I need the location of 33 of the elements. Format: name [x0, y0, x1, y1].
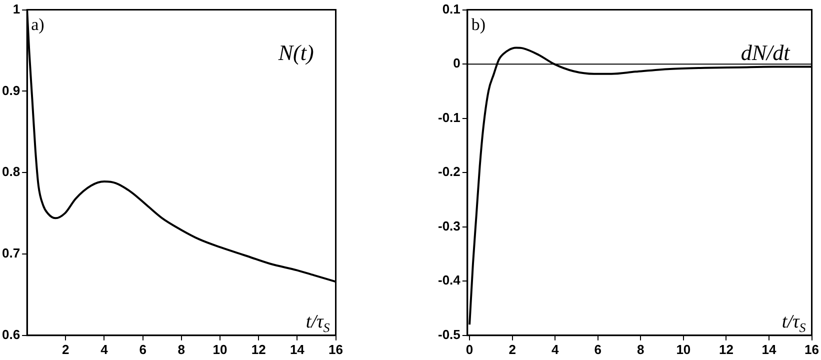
- x-tick-label: 16: [328, 342, 344, 357]
- y-tick-label: 0.7: [2, 246, 20, 261]
- y-tick-label: 0.1: [442, 1, 460, 16]
- y-tick-label: -0.1: [438, 110, 460, 125]
- y-tick-label: -0.3: [438, 218, 460, 234]
- y-tick-label: -0.5: [438, 326, 460, 342]
- x-tick-label: 2: [508, 342, 516, 357]
- x-tick-label: 12: [251, 342, 266, 357]
- y-tick-label: 0: [453, 56, 460, 71]
- x-tick-label: 8: [637, 342, 644, 357]
- x-tick-label: 10: [676, 342, 691, 357]
- x-tick-label: 16: [804, 342, 820, 357]
- annotation: a): [31, 14, 44, 34]
- y-tick-label: -0.2: [438, 164, 460, 180]
- x-tick-label: 0: [466, 342, 474, 357]
- y-tick-label: 0.8: [2, 164, 20, 180]
- x-tick-label: 14: [762, 342, 777, 357]
- x-tick-label: 8: [178, 342, 186, 357]
- y-tick-label: 0.9: [2, 82, 20, 98]
- x-tick-label: 12: [718, 342, 734, 357]
- x-tick-label: 6: [139, 342, 146, 357]
- y-tick-label: 0.6: [2, 326, 20, 342]
- text: N(t): [277, 40, 314, 65]
- x-tick-label: 6: [594, 342, 602, 357]
- x-tick-label: 4: [100, 342, 109, 357]
- y-tick-label: -0.4: [438, 272, 462, 288]
- x-tick-label: 14: [290, 342, 306, 357]
- text: dN/dt: [740, 40, 791, 65]
- y-tick-label: 1: [12, 1, 20, 16]
- x-tick-label: 10: [212, 342, 228, 357]
- x-tick-label: 2: [62, 342, 70, 357]
- x-tick-label: 4: [551, 342, 560, 357]
- annotation: b): [471, 14, 486, 34]
